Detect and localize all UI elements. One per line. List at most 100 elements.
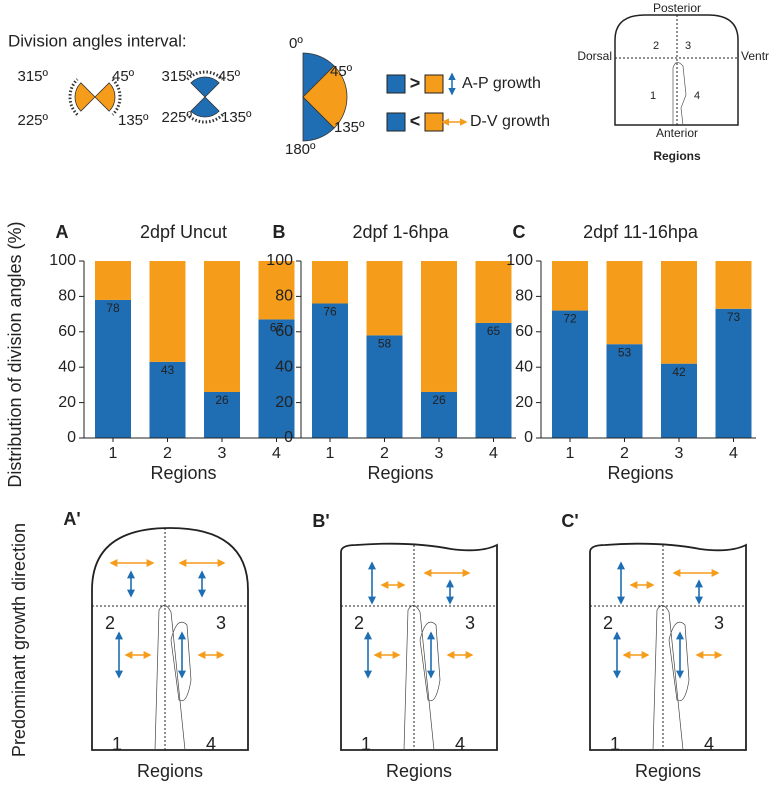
x-tick-label: 1 — [566, 445, 575, 462]
value-label: 73 — [727, 310, 741, 324]
panel-label: A' — [63, 509, 80, 529]
orange-sector — [302, 65, 348, 129]
region-number: 2 — [603, 613, 613, 633]
value-label: 76 — [323, 305, 337, 319]
legend-symbol: < — [410, 111, 421, 131]
region-label: Posterior — [653, 1, 701, 15]
region-number: 2 — [653, 40, 659, 52]
bar-segment — [715, 261, 752, 309]
legend-symbol: > — [410, 73, 421, 93]
x-tick-label: 4 — [489, 445, 498, 462]
x-tick-label: 4 — [272, 445, 281, 462]
dashed-arc — [68, 78, 79, 116]
bar-segment — [606, 261, 643, 345]
x-tick-label: 3 — [675, 445, 684, 462]
region-number: 1 — [361, 734, 371, 754]
y-tick-label: 40 — [58, 358, 76, 375]
angle-label: 45º — [218, 68, 241, 85]
x-tick-label: 3 — [435, 445, 444, 462]
angle-label: 225º — [161, 109, 192, 126]
notochord — [154, 605, 192, 751]
angle-label: 180º — [285, 141, 316, 158]
x-tick-label: 2 — [380, 445, 389, 462]
bar-segment — [149, 361, 186, 438]
blue-wedge — [190, 96, 220, 118]
angle-label: 45º — [330, 63, 353, 80]
panel-label: C' — [561, 511, 578, 531]
x-tick-label: 2 — [620, 445, 629, 462]
dashed-arc — [186, 113, 224, 124]
x-axis-label: Regions — [137, 761, 203, 781]
region-label: Dorsal — [577, 49, 612, 63]
legend-label: A-P growth — [462, 75, 541, 92]
legend-title: Division angles interval: — [8, 31, 187, 50]
x-tick-label: 1 — [326, 445, 335, 462]
bar-segment — [475, 261, 512, 323]
dashed-arc — [186, 70, 224, 81]
x-axis-label: Regions — [367, 463, 433, 483]
bar-segment — [715, 308, 752, 438]
bar-segment — [366, 261, 403, 336]
region-number: 3 — [216, 613, 226, 633]
fin-outline — [91, 527, 249, 751]
angle-label: 225º — [17, 112, 48, 129]
x-axis-label: Regions — [635, 761, 701, 781]
y-tick-label: 60 — [275, 323, 293, 340]
region-number: 1 — [112, 734, 122, 754]
bar-segment — [661, 363, 697, 438]
bar-segment — [312, 261, 348, 304]
bar-segment — [606, 344, 643, 438]
bar-segment — [421, 391, 457, 438]
orange-wedge — [94, 82, 116, 112]
region-number: 2 — [354, 613, 364, 633]
region-number: 4 — [704, 734, 714, 754]
region-number: 2 — [105, 613, 115, 633]
region-number: 4 — [455, 734, 465, 754]
bar-segment — [204, 261, 240, 392]
legend-swatch — [386, 112, 406, 132]
legend-label: D-V growth — [470, 113, 550, 130]
blue-sector — [302, 96, 335, 142]
fin-outline — [589, 542, 747, 751]
bar-segment — [552, 261, 588, 311]
panel-label: C — [513, 222, 526, 242]
legend-swatch — [424, 112, 444, 132]
y-tick-label: 20 — [515, 394, 533, 411]
region-number: 1 — [650, 90, 656, 102]
bar-segment — [475, 322, 512, 438]
region-number: 4 — [206, 734, 216, 754]
y-tick-label: 0 — [524, 429, 533, 446]
notochord — [672, 62, 687, 126]
y-tick-label: 20 — [275, 394, 293, 411]
value-label: 58 — [378, 337, 392, 351]
y-tick-label: 60 — [515, 323, 533, 340]
value-label: 43 — [161, 363, 175, 377]
notochord — [403, 605, 441, 751]
y-axis-label: Predominant growth direction — [9, 523, 29, 757]
bar-segment — [95, 299, 131, 438]
chart-title: 2dpf 1-6hpa — [352, 222, 449, 242]
value-label: 53 — [618, 345, 632, 359]
x-tick-label: 1 — [109, 445, 118, 462]
x-axis-label: Regions — [386, 761, 452, 781]
value-label: 72 — [563, 312, 577, 326]
value-label: 67 — [270, 321, 284, 335]
y-tick-label: 100 — [49, 252, 76, 269]
y-tick-label: 0 — [284, 429, 293, 446]
region-number: 3 — [714, 613, 724, 633]
bar-segment — [312, 303, 348, 438]
bar-segment — [552, 310, 588, 438]
bar-segment — [258, 261, 295, 320]
angle-label: 45º — [112, 68, 135, 85]
region-label: Ventral — [741, 49, 769, 63]
y-tick-label: 60 — [58, 323, 76, 340]
value-label: 42 — [672, 365, 686, 379]
notochord — [652, 605, 690, 751]
fin-outline — [340, 542, 498, 751]
value-label: 26 — [432, 393, 446, 407]
angle-label: 315º — [161, 68, 192, 85]
chart-title: 2dpf Uncut — [140, 222, 227, 242]
panel-label: B — [273, 222, 286, 242]
region-caption: Regions — [653, 149, 701, 163]
x-tick-label: 3 — [218, 445, 227, 462]
